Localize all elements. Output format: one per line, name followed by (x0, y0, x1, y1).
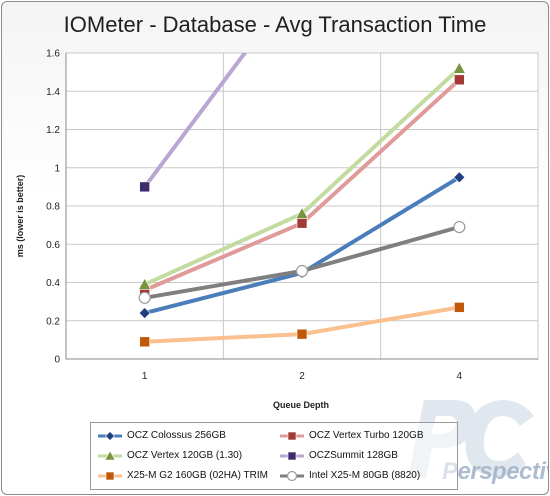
y-tick-label: 1.2 (46, 125, 60, 136)
series-line (142, 53, 248, 189)
y-tick-label: 0.8 (46, 202, 60, 213)
legend-swatch (98, 431, 122, 441)
x-axis-title: Queue Depth (273, 400, 329, 410)
legend-label: OCZ Colossus 256GB (127, 430, 226, 441)
legend-label: Intel X25-M 80GB (8820) (309, 470, 421, 481)
data-point (139, 336, 150, 348)
legend-label: OCZ Vertex 120GB (1.30) (127, 450, 243, 461)
legend-label: OCZ Vertex Turbo 120GB (309, 430, 424, 441)
x-tick-label: 1 (142, 371, 148, 382)
x-tick-label: 4 (457, 371, 463, 382)
data-point (138, 307, 151, 320)
legend-label: X25-M G2 160GB (02HA) TRIM (127, 470, 268, 481)
y-tick-label: 0.6 (46, 240, 60, 251)
y-tick-label: 0 (54, 355, 60, 366)
data-point (138, 277, 152, 290)
data-point (139, 181, 150, 193)
data-point (452, 61, 466, 74)
data-point (295, 264, 309, 278)
data-point (296, 217, 308, 229)
legend-swatch (280, 451, 304, 461)
data-point (454, 74, 465, 86)
chart-title: IOMeter - Database - Avg Transaction Tim… (63, 12, 487, 37)
data-point (138, 291, 151, 304)
data-point (454, 302, 465, 313)
y-tick-label: 1.4 (46, 87, 60, 98)
y-tick-label: 0.4 (46, 278, 60, 289)
legend-swatch (98, 450, 122, 461)
data-point (296, 328, 308, 340)
legend-label: OCZSummit 128GB (309, 450, 398, 461)
legend-swatch (280, 431, 304, 441)
data-point (453, 220, 466, 234)
data-point (295, 207, 309, 219)
legend-swatch (98, 471, 122, 481)
y-tick-label: 1 (54, 163, 60, 174)
watermark-word: Perspective (442, 458, 548, 485)
y-axis-title: ms (lower is better) (15, 175, 25, 258)
legend-swatch (280, 470, 304, 482)
y-tick-label: 0.2 (46, 316, 60, 327)
data-point (453, 171, 466, 184)
x-tick-label: 2 (299, 371, 305, 382)
chart-legend: OCZ Colossus 256GB OCZ Vertex Turbo 120GB… (90, 422, 458, 490)
y-tick-label: 1.6 (46, 49, 60, 60)
